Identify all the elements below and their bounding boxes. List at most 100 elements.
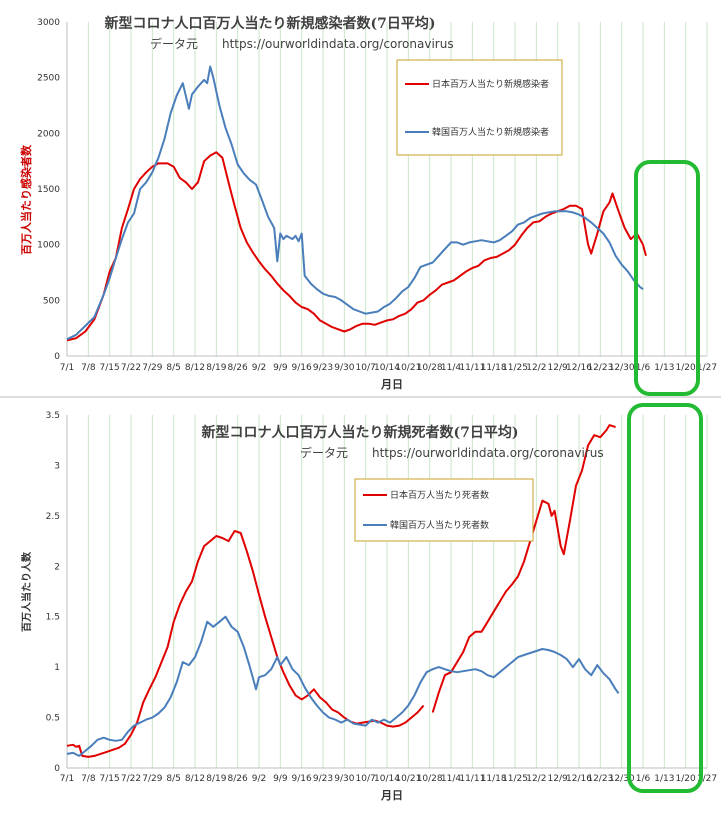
x-tick-label: 12/30 [609,363,635,373]
x-tick-label: 11/25 [502,363,528,373]
legend-box [396,59,563,156]
x-tick-label: 10/21 [395,363,421,373]
deaths-chart-panel: 0 0.5 1 1.5 2 2.5 3 3.5 7/1 7/8 7/15 7/22 7/29 8/5 8/1… [0,397,721,817]
y-tick-label: 0.5 [46,714,60,724]
x-tick-label: 9/30 [334,363,354,373]
x-tick-label: 7/1 [60,774,74,784]
legend-label: 韓国百万人当たり死者数 [390,519,489,531]
x-tick-label: 10/28 [417,363,443,373]
x-tick-label: 12/23 [587,363,613,373]
panel-divider [0,396,721,398]
y-tick-label: 0 [54,352,60,362]
y-tick-label: 1500 [37,185,60,195]
x-tick-label: 12/2 [526,363,546,373]
x-tick-label: 1/13 [654,774,674,784]
x-tick-label: 8/26 [228,363,248,373]
y-tick-label: 500 [43,296,60,306]
x-tick-label: 1/20 [676,363,696,373]
y-tick-label: 3000 [37,18,60,28]
x-tick-label: 11/4 [441,363,461,373]
x-tick-label: 11/11 [459,363,485,373]
x-tick-label: 1/27 [697,774,717,784]
y-axis-title: 百万人当たり感染者数 [19,144,33,255]
x-tick-label: 7/8 [81,363,96,373]
x-tick-label: 8/19 [206,363,226,373]
x-tick-label: 9/16 [292,363,312,373]
x-tick-label: 9/30 [334,774,354,784]
y-tick-label: 2.5 [46,512,60,522]
x-tick-label: 7/22 [121,774,141,784]
x-tick-label: 7/15 [100,363,120,373]
gridlines [66,415,708,768]
x-tick-label: 9/16 [292,774,312,784]
x-tick-label: 10/7 [356,774,376,784]
x-tick-label: 12/30 [609,774,635,784]
x-tick-label: 10/28 [417,774,443,784]
x-tick-label: 1/13 [654,363,674,373]
x-tick-label: 10/14 [374,363,400,373]
x-tick-label: 8/19 [206,774,226,784]
series-line-japan [66,424,616,758]
source-url: https://ourworldindata.org/coronavirus [222,37,454,51]
x-tick-label: 12/9 [548,363,568,373]
x-tick-label: 8/12 [185,774,205,784]
gridlines [66,22,708,356]
y-tick-label: 2500 [37,74,60,84]
y-tick-label: 3 [54,461,60,471]
x-tick-label: 11/18 [481,774,507,784]
deaths-chart: 0 0.5 1 1.5 2 2.5 3 3.5 7/1 7/8 7/15 7/22 7/29 8/5 8/1… [20,403,717,802]
x-tick-label: 9/23 [313,774,333,784]
source-url: https://ourworldindata.org/coronavirus [372,446,604,460]
x-tick-label: 12/23 [587,774,613,784]
x-tick-label: 7/29 [142,363,162,373]
x-tick-label: 12/16 [566,774,592,784]
x-tick-label: 11/11 [459,774,485,784]
y-axis-title: 百万人当たり人数 [20,551,33,632]
x-tick-label: 10/7 [356,363,376,373]
x-tick-label: 8/26 [228,774,248,784]
highlight-ellipse [627,403,703,793]
x-tick-label: 9/9 [273,774,288,784]
chart-title: 新型コロナ人口百万人当たり新規死者数(7日平均) [202,424,519,441]
x-tick-label: 7/22 [121,363,141,373]
series-line-korea [66,615,620,757]
x-tick-label: 12/2 [526,774,546,784]
x-tick-label: 9/23 [313,363,333,373]
x-tick-label: 1/20 [676,774,696,784]
y-tick-label: 1.5 [46,613,60,623]
y-tick-label: 1 [54,663,60,673]
x-tick-label: 11/18 [481,363,507,373]
legend-label: 日本百万人当たり新規感染者 [432,78,549,90]
x-tick-label: 1/6 [636,363,651,373]
chart-title: 新型コロナ人口百万人当たり新規感染者数(7日平均) [105,15,436,32]
y-tick-label: 3.5 [46,411,60,421]
legend-label: 韓国百万人当たり新規感染者 [432,126,549,138]
cases-chart: 0 500 1000 1500 2000 2500 3000 7/1 7/8 7/15 7/22 7/… [19,15,717,396]
x-tick-label: 9/2 [252,774,266,784]
x-tick-label: 11/4 [441,774,461,784]
x-tick-label: 7/15 [100,774,120,784]
x-tick-label: 11/25 [502,774,528,784]
x-tick-label: 10/21 [395,774,421,784]
x-tick-label: 9/2 [252,363,266,373]
x-axis-title: 月日 [380,789,403,802]
x-tick-label: 12/16 [566,363,592,373]
x-tick-label: 8/12 [185,363,205,373]
legend-box [354,478,534,542]
y-tick-label: 0 [54,764,60,774]
x-tick-label: 1/6 [636,774,651,784]
cases-chart-panel: 0 500 1000 1500 2000 2500 3000 7/1 7/8 7/15 7/22 7/… [0,0,721,396]
source-label: データ元 [150,36,198,51]
x-tick-label: 9/9 [273,363,288,373]
y-tick-label: 2 [54,562,60,572]
x-tick-label: 7/29 [142,774,162,784]
x-axis-title: 月日 [380,378,403,391]
x-tick-label: 7/1 [60,363,74,373]
y-tick-label: 1000 [37,241,60,251]
x-tick-label: 10/14 [374,774,400,784]
series-line-japan [66,151,647,342]
source-label: データ元 [300,445,348,460]
x-tick-label: 12/9 [548,774,568,784]
